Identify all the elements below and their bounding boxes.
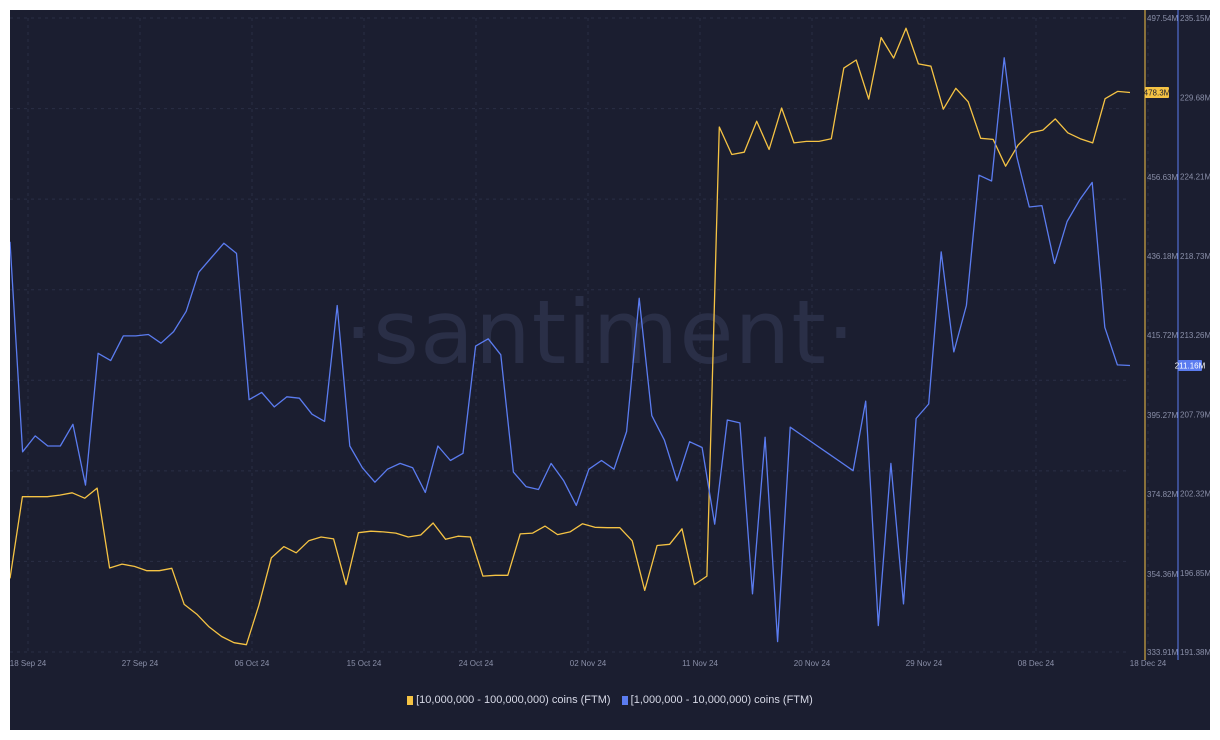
left-axis-tick-label: 415.72M bbox=[1147, 331, 1178, 340]
last-value-badges: 478.3M 211.16M bbox=[1144, 87, 1206, 371]
left-axis-tick-label: 374.82M bbox=[1147, 490, 1178, 499]
right-axis-tick-label: 207.79M bbox=[1180, 410, 1210, 419]
left-axis-tick-label: 497.54M bbox=[1147, 14, 1178, 23]
series-line-1m-10m[interactable] bbox=[10, 57, 1131, 643]
legend: [10,000,000 - 100,000,000) coins (FTM) [… bbox=[10, 694, 1210, 708]
x-axis-tick-label: 29 Nov 24 bbox=[906, 659, 943, 668]
right-axis-tick-label: 224.21M bbox=[1180, 173, 1210, 182]
right-axis-tick-label: 218.73M bbox=[1180, 252, 1210, 261]
chart-panel: ·santiment· 497.54M 456.63M 436.18M 415.72M… bbox=[10, 10, 1210, 730]
x-axis-tick-label: 08 Dec 24 bbox=[1018, 659, 1055, 668]
x-axis-tick-label: 18 Dec 24 bbox=[1130, 659, 1167, 668]
right-axis-tick-label: 229.68M bbox=[1180, 93, 1210, 102]
left-axis-tick-label: 354.36M bbox=[1147, 570, 1178, 579]
right-axis-tick-label: 202.32M bbox=[1180, 490, 1210, 499]
x-axis-tick-label: 02 Nov 24 bbox=[570, 659, 607, 668]
x-axis-tick-label: 15 Oct 24 bbox=[347, 659, 382, 668]
right-axis-tick-label: 235.15M bbox=[1180, 14, 1210, 23]
legend-label-series-2: [1,000,000 - 10,000,000) coins (FTM) bbox=[630, 694, 813, 706]
right-axis-tick-label: 196.85M bbox=[1180, 569, 1210, 578]
series-line-10m-100m[interactable] bbox=[10, 27, 1131, 646]
x-axis-tick-label: 11 Nov 24 bbox=[682, 659, 718, 668]
axes bbox=[1144, 10, 1179, 660]
legend-item-series-2[interactable]: [1,000,000 - 10,000,000) coins (FTM) bbox=[621, 694, 813, 706]
tick-labels: 497.54M 456.63M 436.18M 415.72M 395.27M 374.8… bbox=[10, 14, 1210, 668]
right-last-value-badge bbox=[1178, 359, 1202, 371]
x-axis-tick-label: 06 Oct 24 bbox=[235, 659, 270, 668]
left-axis-tick-label: 395.27M bbox=[1147, 411, 1178, 420]
x-axis-tick-label: 24 Oct 24 bbox=[459, 659, 494, 668]
line-chart: ·santiment· 497.54M 456.63M 436.18M 415.72M… bbox=[10, 10, 1210, 668]
legend-item-series-1[interactable]: [10,000,000 - 100,000,000) coins (FTM) bbox=[407, 694, 611, 706]
right-last-value-label: 211.16M bbox=[1175, 361, 1206, 370]
x-axis-tick-label: 27 Sep 24 bbox=[122, 659, 159, 668]
x-axis-tick-label: 20 Nov 24 bbox=[794, 659, 831, 668]
left-axis-tick-label: 333.91M bbox=[1147, 648, 1178, 657]
legend-swatch-yellow bbox=[407, 695, 414, 705]
legend-swatch-blue bbox=[621, 695, 628, 705]
left-axis-tick-label: 436.18M bbox=[1147, 252, 1178, 261]
right-axis-tick-label: 191.38M bbox=[1180, 648, 1210, 657]
x-axis-tick-label: 18 Sep 24 bbox=[10, 659, 47, 668]
left-last-value-badge bbox=[1145, 87, 1169, 99]
legend-label-series-1: [10,000,000 - 100,000,000) coins (FTM) bbox=[416, 694, 611, 706]
left-axis-tick-label: 456.63M bbox=[1147, 173, 1178, 182]
series-lines bbox=[10, 27, 1131, 646]
left-last-value-label: 478.3M bbox=[1144, 89, 1171, 98]
santiment-watermark: ·santiment· bbox=[344, 281, 856, 384]
right-axis-tick-label: 213.26M bbox=[1180, 331, 1210, 340]
